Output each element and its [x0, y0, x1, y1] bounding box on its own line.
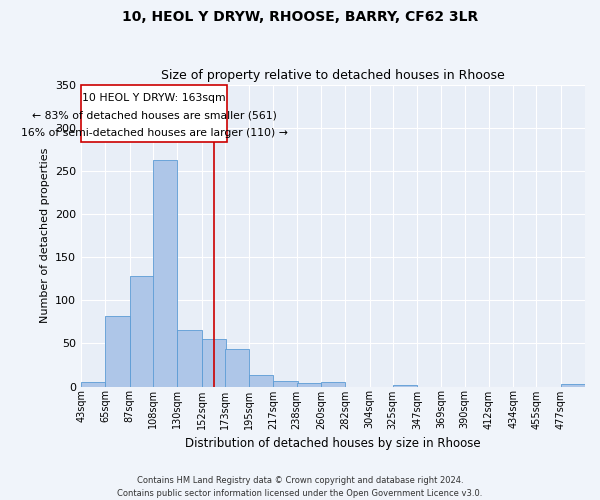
Title: Size of property relative to detached houses in Rhoose: Size of property relative to detached ho…	[161, 69, 505, 82]
Y-axis label: Number of detached properties: Number of detached properties	[40, 148, 50, 323]
Text: 16% of semi-detached houses are larger (110) →: 16% of semi-detached houses are larger (…	[20, 128, 287, 138]
Bar	[560, 384, 585, 386]
Bar	[274, 382, 298, 386]
Bar	[225, 348, 249, 387]
Bar	[321, 382, 345, 386]
FancyBboxPatch shape	[81, 84, 227, 142]
Text: Contains HM Land Registry data © Crown copyright and database right 2024.
Contai: Contains HM Land Registry data © Crown c…	[118, 476, 482, 498]
Bar	[296, 383, 321, 386]
Bar	[249, 376, 274, 386]
Bar	[177, 330, 202, 386]
Bar	[153, 160, 177, 386]
Bar	[106, 316, 130, 386]
Bar	[393, 385, 417, 386]
Text: 10 HEOL Y DRYW: 163sqm: 10 HEOL Y DRYW: 163sqm	[82, 93, 226, 103]
Bar	[130, 276, 154, 386]
Text: ← 83% of detached houses are smaller (561): ← 83% of detached houses are smaller (56…	[32, 110, 277, 120]
Text: 10, HEOL Y DRYW, RHOOSE, BARRY, CF62 3LR: 10, HEOL Y DRYW, RHOOSE, BARRY, CF62 3LR	[122, 10, 478, 24]
X-axis label: Distribution of detached houses by size in Rhoose: Distribution of detached houses by size …	[185, 437, 481, 450]
Bar	[202, 339, 226, 386]
Bar	[81, 382, 106, 386]
